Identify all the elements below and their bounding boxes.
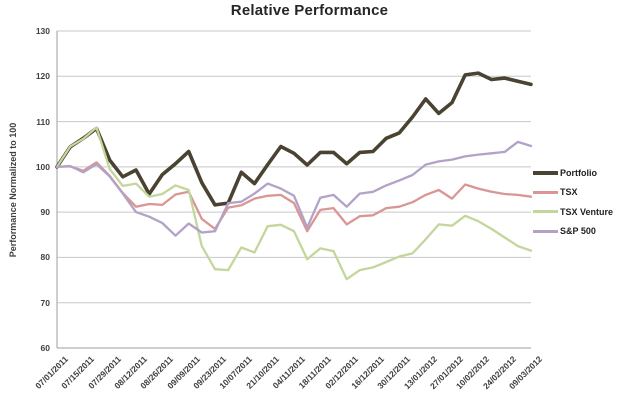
legend-item-portfolio: Portfolio [533,163,619,183]
legend-label: Portfolio [560,167,597,178]
legend-marker-portfolio [533,170,558,175]
series-line-s-p-500 [55,140,533,237]
legend-label: TSX Venture [560,206,614,217]
y-tick-label: 130 [35,26,50,36]
y-tick-label: 60 [40,343,50,353]
y-tick-label: 120 [35,71,50,82]
chart-title: Relative Performance [230,2,389,19]
legend-marker-tsx [533,190,558,194]
y-tick-label: 100 [35,161,50,172]
y-tick-label: 90 [40,207,50,218]
legend-item-tsx: TSX [533,183,619,203]
legend-label: TSX [560,187,578,198]
legend-marker-tsx-venture [533,210,558,214]
legend-label: S&P 500 [560,226,596,237]
series-line-portfolio [55,71,533,207]
series-line-tsx-venture [55,126,533,281]
series-line-tsx [55,161,533,233]
y-tick-label: 110 [36,116,50,127]
legend-item-s-p-500: S&P 500 [533,222,619,242]
y-tick-label: 70 [40,297,50,308]
legend-marker-s-p-500 [533,229,558,233]
y-tick-label: 80 [40,252,50,263]
legend: Portfolio TSX TSX Venture S&P 500 [533,163,619,241]
legend-item-tsx-venture: TSX Venture [533,202,619,222]
